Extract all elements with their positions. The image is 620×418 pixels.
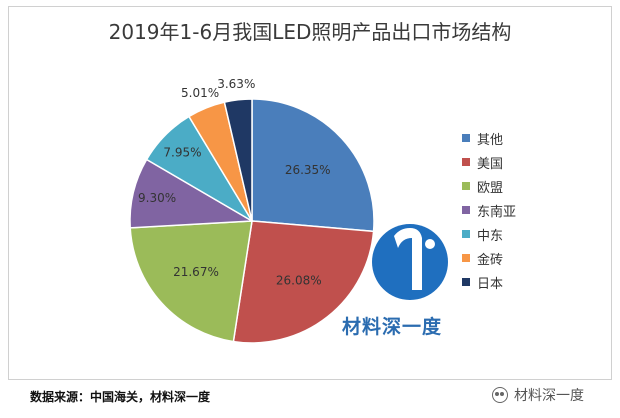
- logo-glyph: [394, 228, 422, 290]
- legend-label: 欧盟: [477, 180, 504, 196]
- pie-label-4: 7.95%: [163, 145, 201, 159]
- legend-item-5: 金砖: [462, 246, 572, 270]
- legend-item-4: 中东: [462, 222, 572, 246]
- pie-slice-6: [223, 98, 253, 222]
- legend-label: 美国: [477, 156, 504, 172]
- chart-legend: 其他美国欧盟东南亚中东金砖日本: [462, 126, 572, 294]
- legend-swatch: [462, 230, 470, 238]
- legend-label: 东南亚: [477, 204, 517, 220]
- watermark-text: 材料深一度: [514, 388, 584, 404]
- legend-swatch: [462, 134, 470, 142]
- pie-slices: [129, 98, 375, 344]
- legend-item-6: 日本: [462, 270, 572, 294]
- legend-item-0: 其他: [462, 126, 572, 150]
- wechat-icon: [492, 387, 508, 403]
- legend-label: 其他: [477, 132, 504, 148]
- pie-label-2: 21.67%: [173, 265, 219, 279]
- legend-label: 金砖: [477, 252, 504, 268]
- pie-label-6: 3.63%: [217, 77, 255, 91]
- brand-logo: [372, 224, 448, 300]
- chart-title: 2019年1-6月我国LED照明产品出口市场结构: [108, 20, 512, 44]
- pie-label-1: 26.08%: [276, 273, 322, 287]
- pie-label-5: 5.01%: [181, 86, 219, 100]
- brand-name: 材料深一度: [342, 316, 443, 338]
- legend-label: 中东: [477, 228, 504, 244]
- legend-item-3: 东南亚: [462, 198, 572, 222]
- pie-labels: 26.35% 26.08% 21.67% 9.30% 7.95% 5.01%3.63%: [138, 77, 331, 288]
- pie-label-3: 9.30%: [138, 191, 176, 205]
- legend-swatch: [462, 278, 470, 286]
- legend-swatch: [462, 206, 470, 214]
- legend-swatch: [462, 182, 470, 190]
- pie-slice-0: [251, 98, 375, 233]
- legend-swatch: [462, 254, 470, 262]
- legend-swatch: [462, 158, 470, 166]
- logo-dot: [425, 239, 435, 249]
- pie-slice-1: [232, 220, 375, 344]
- legend-item-2: 欧盟: [462, 174, 572, 198]
- pie-slice-2: [129, 220, 253, 343]
- legend-label: 日本: [477, 276, 504, 292]
- pie-label-0: 26.35%: [285, 163, 331, 177]
- watermark: 材料深一度: [492, 385, 584, 405]
- data-source: 数据来源：中国海关，材料深一度: [30, 390, 211, 404]
- legend-item-1: 美国: [462, 150, 572, 174]
